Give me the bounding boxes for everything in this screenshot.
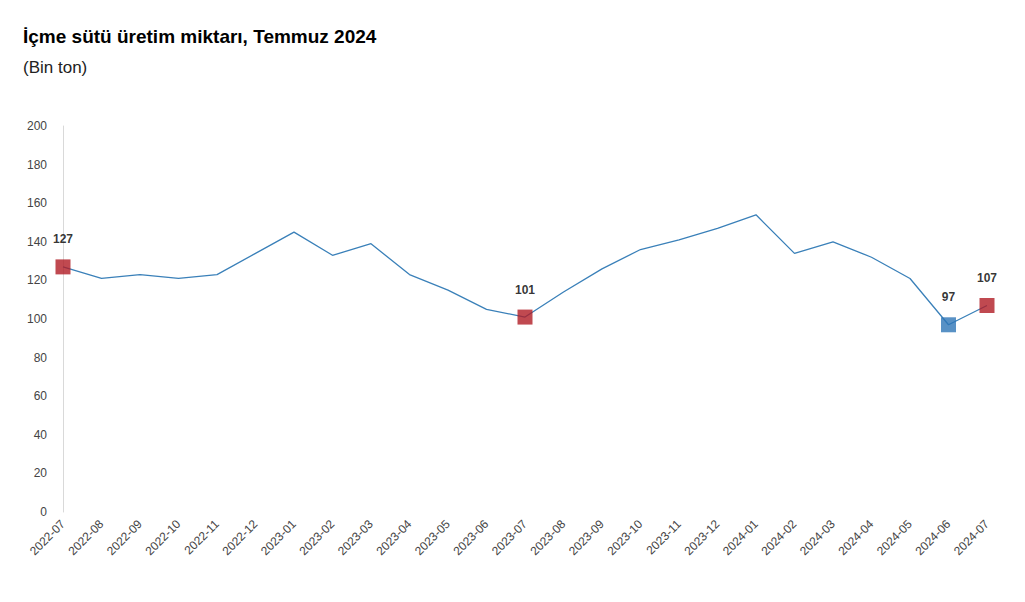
svg-text:2022-08: 2022-08	[65, 517, 106, 558]
svg-text:2023-01: 2023-01	[258, 517, 299, 558]
svg-text:2024-04: 2024-04	[835, 517, 876, 558]
svg-text:2024-03: 2024-03	[797, 517, 838, 558]
svg-text:200: 200	[27, 119, 47, 133]
svg-text:160: 160	[27, 196, 47, 210]
svg-text:40: 40	[34, 428, 48, 442]
svg-text:2022-10: 2022-10	[142, 517, 183, 558]
svg-text:180: 180	[27, 158, 47, 172]
svg-text:20: 20	[34, 466, 48, 480]
svg-text:2023-05: 2023-05	[412, 517, 453, 558]
svg-text:2022-11: 2022-11	[182, 517, 223, 558]
svg-text:2022-12: 2022-12	[219, 517, 260, 558]
svg-text:2023-03: 2023-03	[335, 517, 376, 558]
svg-text:2024-01: 2024-01	[720, 517, 761, 558]
svg-text:2022-07: 2022-07	[27, 517, 68, 558]
svg-text:2023-04: 2023-04	[373, 517, 414, 558]
svg-text:2023-06: 2023-06	[450, 517, 491, 558]
svg-text:2023-09: 2023-09	[566, 517, 607, 558]
svg-text:101: 101	[515, 283, 535, 297]
svg-text:100: 100	[27, 312, 47, 326]
svg-text:2024-05: 2024-05	[874, 517, 915, 558]
svg-text:2023-12: 2023-12	[681, 517, 722, 558]
svg-text:2023-02: 2023-02	[296, 517, 337, 558]
svg-text:2022-09: 2022-09	[104, 517, 145, 558]
svg-text:2023-10: 2023-10	[604, 517, 645, 558]
svg-text:2023-11: 2023-11	[644, 517, 685, 558]
svg-text:140: 140	[27, 235, 47, 249]
svg-text:2024-02: 2024-02	[758, 517, 799, 558]
svg-text:0: 0	[40, 505, 47, 519]
svg-text:60: 60	[34, 389, 48, 403]
svg-text:2023-08: 2023-08	[527, 517, 568, 558]
svg-text:2024-07: 2024-07	[951, 517, 992, 558]
svg-text:97: 97	[942, 290, 956, 304]
svg-text:120: 120	[27, 273, 47, 287]
svg-text:İçme sütü üretim miktarı, Temm: İçme sütü üretim miktarı, Temmuz 2024	[23, 26, 377, 47]
svg-text:127: 127	[53, 232, 73, 246]
svg-text:2024-06: 2024-06	[912, 517, 953, 558]
svg-text:2023-07: 2023-07	[489, 517, 530, 558]
svg-text:107: 107	[977, 271, 997, 285]
svg-text:80: 80	[34, 351, 48, 365]
svg-text:(Bin ton): (Bin ton)	[23, 58, 87, 77]
